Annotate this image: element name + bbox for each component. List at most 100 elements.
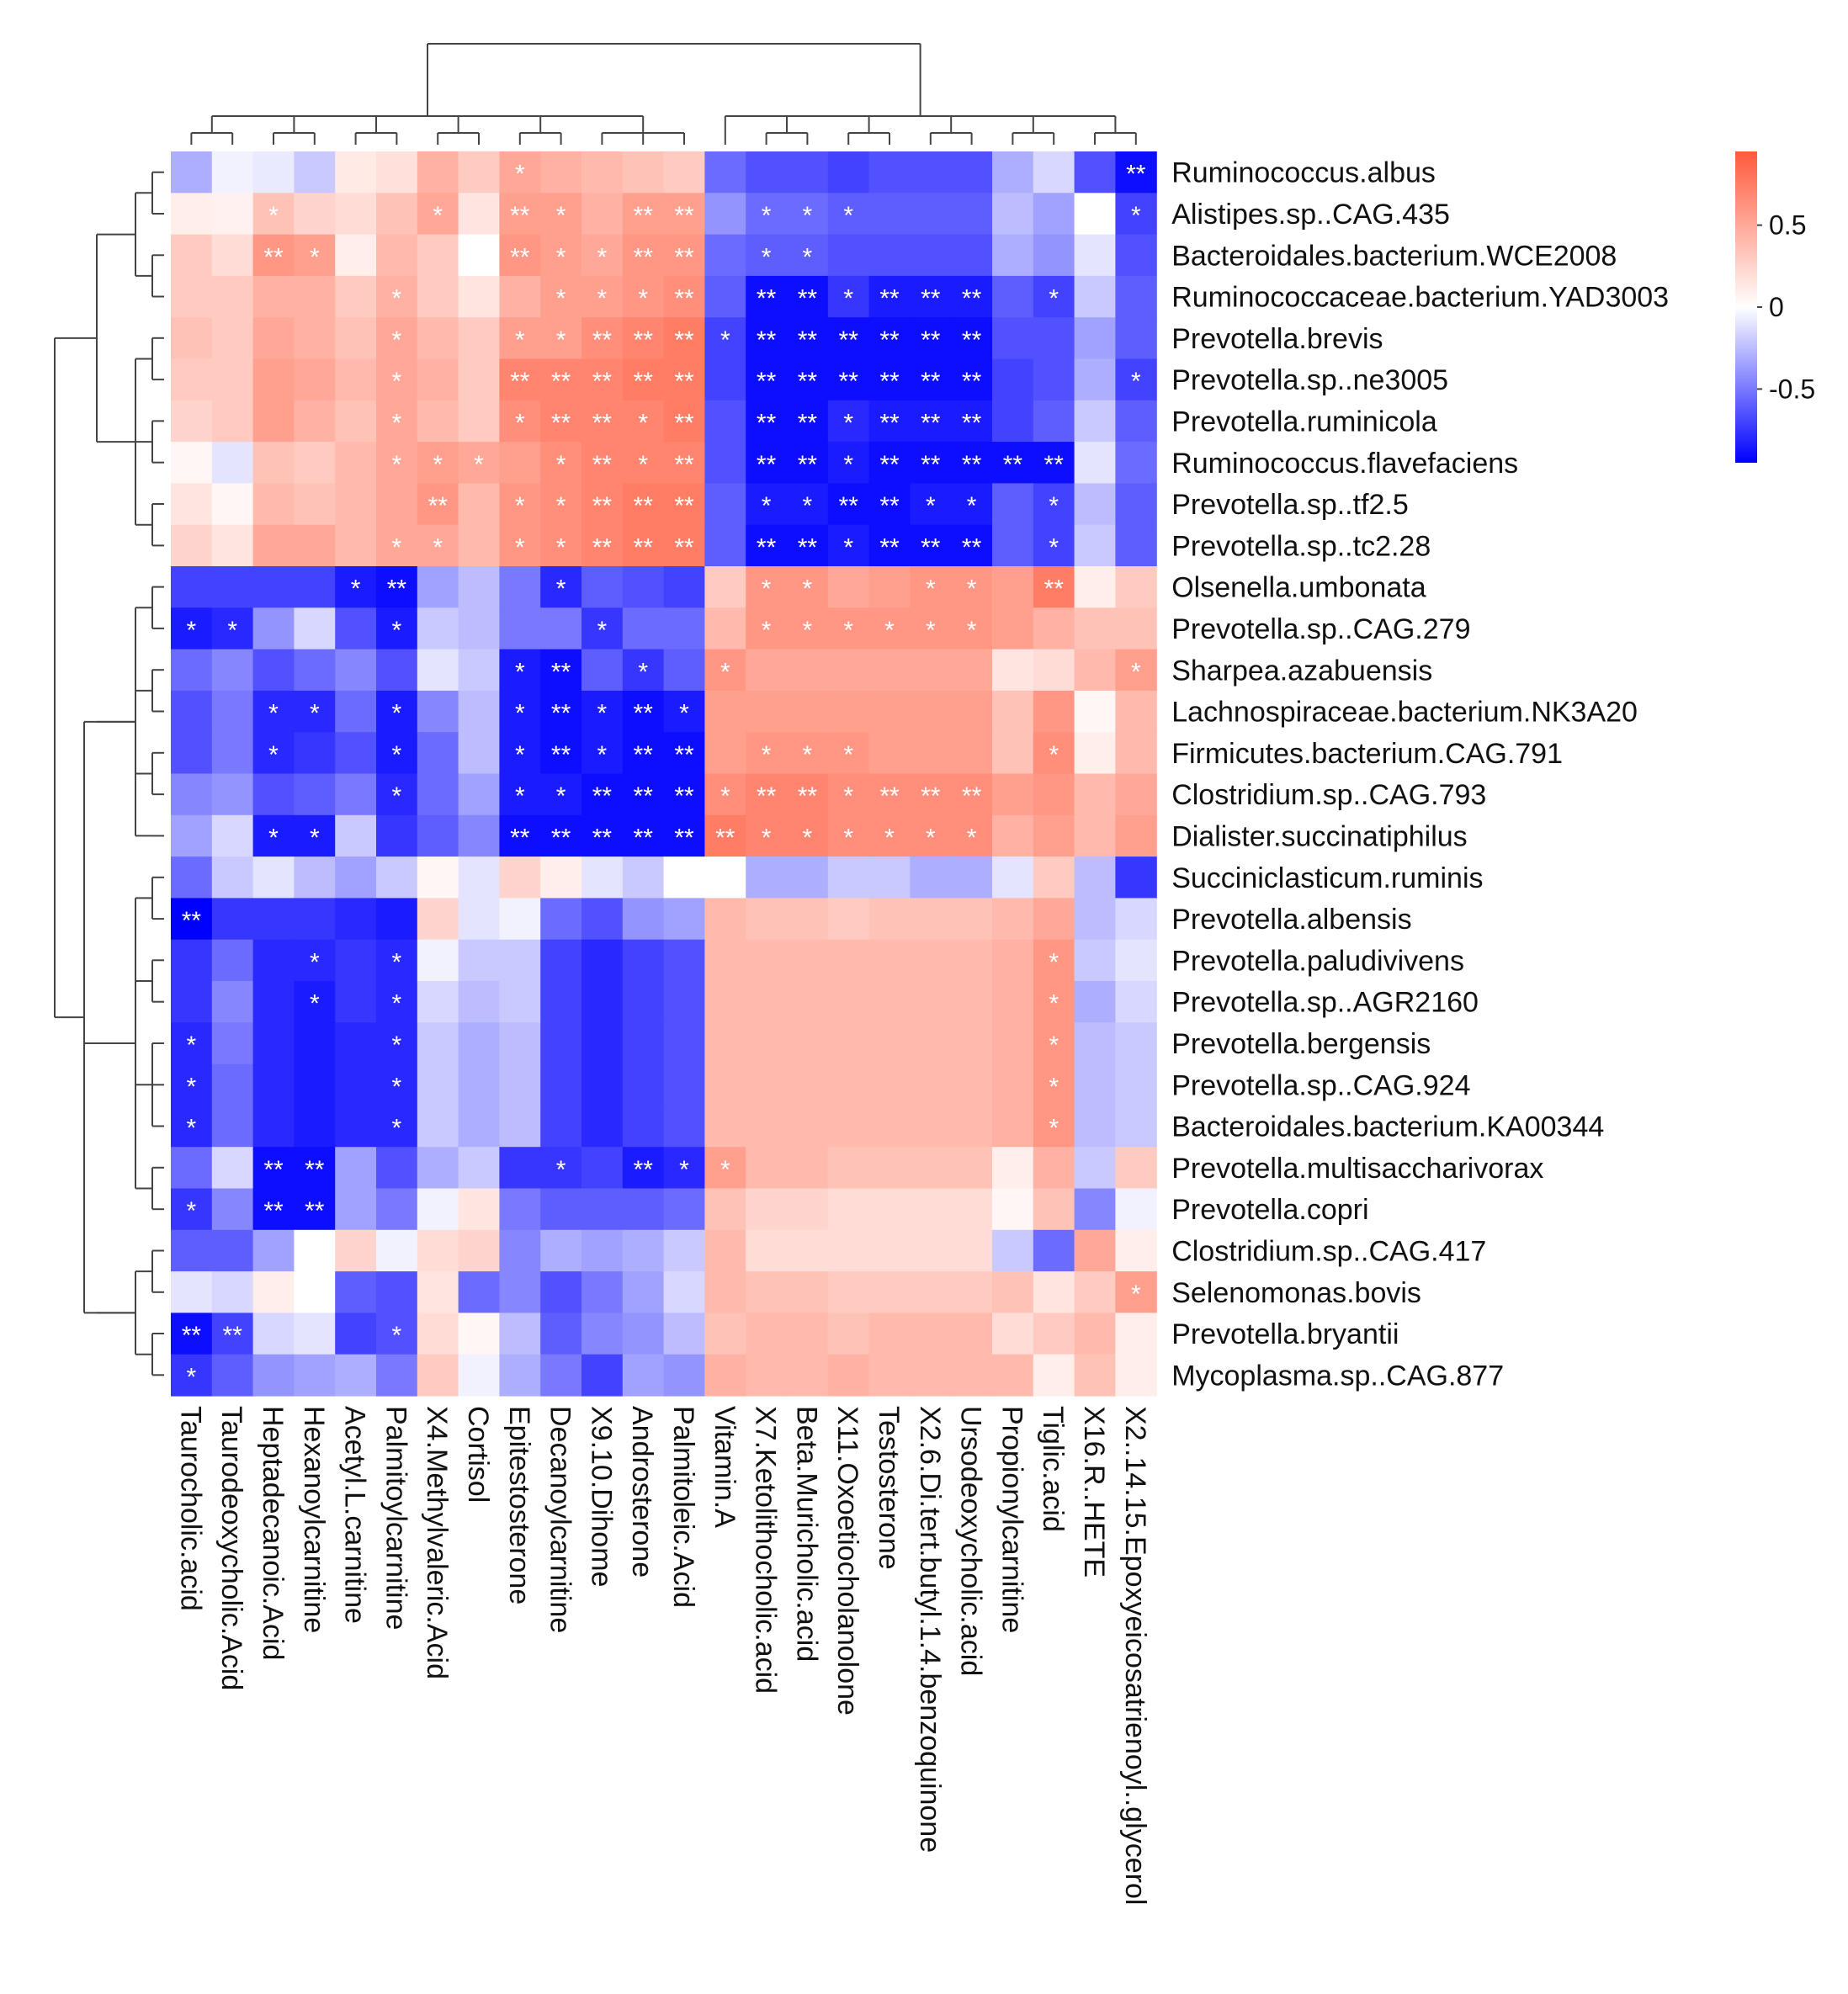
heatmap-cell: [335, 358, 377, 401]
heatmap-cell: [1074, 358, 1116, 401]
significance-mark: *: [638, 658, 648, 686]
significance-mark: **: [634, 492, 654, 520]
significance-mark: **: [674, 451, 694, 479]
heatmap-cell: [171, 898, 213, 941]
significance-mark: **: [921, 451, 941, 479]
heatmap-cell: [417, 193, 459, 236]
heatmap-cell: [951, 234, 993, 277]
heatmap-cell: [458, 1105, 500, 1148]
heatmap-cell: [499, 400, 541, 443]
heatmap-cell: [704, 690, 746, 733]
heatmap-cell: [581, 856, 624, 899]
heatmap-cell: [1033, 1105, 1075, 1148]
column-label: Heptadecanoic.Acid: [257, 1406, 289, 1660]
heatmap-cell: [417, 856, 459, 899]
significance-mark: *: [843, 824, 853, 851]
row-label: Prevotella.sp..CAG.279: [1171, 613, 1470, 645]
significance-mark: *: [884, 617, 895, 644]
heatmap-cell: [704, 1188, 746, 1231]
heatmap-cell: [540, 151, 582, 194]
heatmap-cell: [211, 566, 254, 608]
heatmap-cell: [540, 939, 582, 982]
significance-mark: **: [962, 533, 982, 561]
heatmap-cell: [458, 400, 500, 443]
significance-mark: **: [674, 326, 694, 354]
heatmap-cell: [335, 773, 377, 816]
heatmap-cell: [1033, 1229, 1075, 1272]
heatmap-cell: [458, 193, 500, 236]
column-label: X9.10.Dihome: [585, 1406, 617, 1587]
significance-mark: **: [674, 368, 694, 395]
significance-mark: **: [921, 285, 941, 313]
heatmap-cell: [335, 400, 377, 443]
heatmap-cell: [294, 1313, 336, 1355]
heatmap-cell: [171, 1313, 213, 1355]
significance-mark: **: [921, 782, 941, 810]
heatmap-cell: [499, 898, 541, 941]
heatmap-cell: [294, 193, 336, 236]
heatmap-cell: [417, 1147, 459, 1190]
heatmap-cell: [910, 732, 952, 775]
heatmap-cell: [663, 317, 705, 360]
heatmap-cell: [868, 1022, 911, 1065]
heatmap-cell: [211, 193, 254, 236]
significance-mark: *: [597, 617, 608, 644]
heatmap-cell: [171, 193, 213, 236]
column-label: X16.R..HETE: [1078, 1406, 1110, 1578]
heatmap-cell: [540, 898, 582, 941]
heatmap-cell: [581, 524, 624, 567]
heatmap-cell: [951, 607, 993, 650]
heatmap-cell: [335, 814, 377, 857]
heatmap-cell: [663, 939, 705, 982]
heatmap-cell: [335, 1147, 377, 1190]
heatmap-cell: [663, 566, 705, 608]
heatmap-cell: [827, 690, 870, 733]
heatmap-cell: [458, 442, 500, 484]
heatmap-cell: [458, 814, 500, 857]
significance-mark: **: [634, 326, 654, 354]
heatmap-cell: [1074, 939, 1116, 982]
heatmap-cell: [992, 1105, 1034, 1148]
significance-mark: **: [263, 243, 284, 271]
significance-mark: *: [556, 575, 566, 603]
significance-mark: **: [674, 492, 694, 520]
heatmap-cell: [376, 814, 418, 857]
heatmap-cell: [1033, 1022, 1075, 1065]
significance-mark: **: [962, 409, 982, 437]
heatmap-cell: [540, 1105, 582, 1148]
significance-mark: *: [679, 1156, 689, 1184]
heatmap-cell: [294, 524, 336, 567]
significance-mark: *: [310, 990, 320, 1018]
heatmap-cell: [376, 1229, 418, 1272]
heatmap-cell: [171, 1229, 213, 1272]
row-labels: Ruminococcus.albus Alistipes.sp..CAG.435 B…: [1171, 157, 1669, 1392]
heatmap-cell: [951, 524, 993, 567]
heatmap-cell: [1115, 1313, 1157, 1355]
significance-mark: *: [392, 1031, 402, 1059]
significance-mark: *: [310, 824, 320, 851]
row-label: Dialister.succinatiphilus: [1171, 820, 1468, 852]
heatmap-cell: [499, 1063, 541, 1106]
heatmap-cell: [581, 1105, 624, 1148]
heatmap-cell: [622, 607, 665, 650]
legend-tick-label: 0.5: [1769, 210, 1806, 241]
heatmap-cell: [540, 1229, 582, 1272]
heatmap-cell: [910, 1063, 952, 1106]
heatmap-cell: [171, 483, 213, 526]
heatmap-cell: [663, 981, 705, 1023]
significance-mark: **: [634, 741, 654, 769]
heatmap-cell: [252, 566, 295, 608]
heatmap-cell: [171, 1022, 213, 1065]
heatmap-cell: [787, 1105, 829, 1148]
significance-mark: **: [798, 782, 818, 810]
color-legend: 0.5 0 -0.5: [1735, 151, 1815, 463]
heatmap-cell: [1115, 607, 1157, 650]
heatmap-cell: [910, 483, 952, 526]
column-label: Androsterone: [626, 1406, 658, 1578]
heatmap-cell: [704, 939, 746, 982]
heatmap-cell: [704, 566, 746, 608]
heatmap-cell: [827, 1271, 870, 1313]
heatmap-cell: [868, 1354, 911, 1397]
heatmap-cell: [622, 193, 665, 236]
